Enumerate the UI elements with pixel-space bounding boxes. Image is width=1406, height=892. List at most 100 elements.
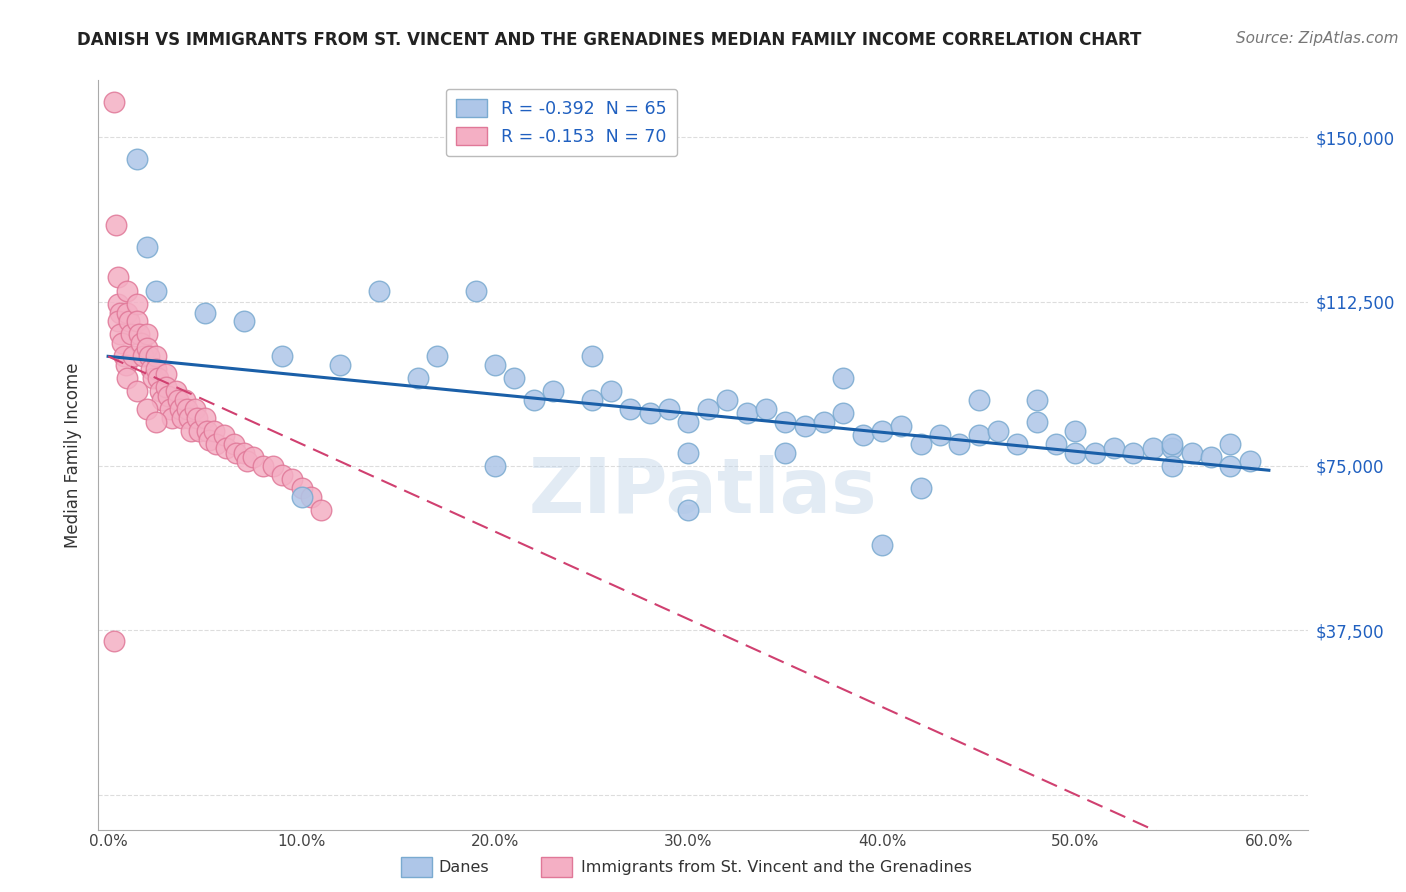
Point bbox=[108, 305, 131, 319]
Point bbox=[696, 401, 718, 416]
Point bbox=[832, 371, 855, 385]
Point bbox=[290, 490, 312, 504]
Point bbox=[716, 393, 738, 408]
Point bbox=[215, 442, 238, 456]
Point bbox=[127, 152, 149, 166]
Point bbox=[104, 218, 127, 232]
Point bbox=[155, 367, 177, 381]
Point bbox=[204, 424, 226, 438]
Point bbox=[128, 327, 150, 342]
Point bbox=[232, 314, 254, 328]
Point bbox=[1219, 437, 1241, 451]
Point bbox=[1025, 415, 1047, 429]
Point bbox=[155, 380, 177, 394]
Point bbox=[222, 437, 245, 451]
Point bbox=[1084, 446, 1107, 460]
Point bbox=[870, 424, 893, 438]
Point bbox=[948, 437, 970, 451]
Point bbox=[160, 410, 183, 425]
Text: Danes: Danes bbox=[439, 861, 489, 875]
Point bbox=[484, 458, 506, 473]
Point bbox=[145, 415, 167, 429]
Point bbox=[773, 446, 796, 460]
Point bbox=[135, 327, 157, 342]
Point bbox=[890, 419, 912, 434]
Point bbox=[212, 428, 235, 442]
Point bbox=[103, 634, 125, 648]
Text: DANISH VS IMMIGRANTS FROM ST. VINCENT AND THE GRENADINES MEDIAN FAMILY INCOME CO: DANISH VS IMMIGRANTS FROM ST. VINCENT AN… bbox=[77, 31, 1142, 49]
Point bbox=[127, 384, 149, 399]
Point bbox=[1161, 437, 1184, 451]
Point bbox=[464, 284, 486, 298]
Point bbox=[176, 401, 198, 416]
Point bbox=[813, 415, 835, 429]
Point bbox=[271, 349, 294, 363]
Point bbox=[188, 424, 211, 438]
Point bbox=[1064, 424, 1087, 438]
Point bbox=[107, 270, 129, 285]
Point bbox=[329, 358, 352, 372]
Point bbox=[406, 371, 429, 385]
Text: ZIPatlas: ZIPatlas bbox=[529, 456, 877, 529]
Point bbox=[242, 450, 264, 464]
Point bbox=[135, 341, 157, 355]
Point bbox=[135, 401, 157, 416]
Point bbox=[174, 393, 197, 408]
Point bbox=[157, 389, 180, 403]
Point bbox=[1025, 393, 1047, 408]
Point bbox=[197, 433, 219, 447]
Text: Source: ZipAtlas.com: Source: ZipAtlas.com bbox=[1236, 31, 1399, 46]
Point bbox=[910, 437, 932, 451]
Point bbox=[145, 362, 167, 376]
Point bbox=[541, 384, 564, 399]
Point bbox=[184, 401, 207, 416]
Point bbox=[1064, 446, 1087, 460]
Point bbox=[122, 349, 145, 363]
Point bbox=[1180, 446, 1202, 460]
Point bbox=[1122, 446, 1144, 460]
Point bbox=[581, 393, 603, 408]
Point bbox=[117, 284, 139, 298]
Point bbox=[148, 371, 170, 385]
Point bbox=[111, 336, 134, 351]
Point bbox=[252, 458, 274, 473]
Point bbox=[1161, 458, 1184, 473]
Point bbox=[194, 410, 217, 425]
Point bbox=[309, 502, 332, 516]
Point bbox=[135, 240, 157, 254]
Point bbox=[484, 358, 506, 372]
Point bbox=[755, 401, 778, 416]
Point bbox=[139, 362, 162, 376]
Point bbox=[967, 393, 990, 408]
Point bbox=[503, 371, 526, 385]
Point bbox=[967, 428, 990, 442]
Point bbox=[149, 384, 172, 399]
Point bbox=[523, 393, 546, 408]
Point bbox=[281, 472, 304, 486]
Point bbox=[117, 371, 139, 385]
Point bbox=[600, 384, 623, 399]
Point bbox=[145, 284, 167, 298]
Point bbox=[127, 314, 149, 328]
Point bbox=[129, 336, 152, 351]
Point bbox=[159, 401, 181, 416]
Point bbox=[186, 410, 208, 425]
Point bbox=[910, 481, 932, 495]
Point bbox=[194, 305, 217, 319]
Point bbox=[678, 446, 700, 460]
Point bbox=[103, 95, 125, 110]
Point bbox=[368, 284, 391, 298]
Point bbox=[426, 349, 449, 363]
Point bbox=[1007, 437, 1029, 451]
Point bbox=[179, 410, 201, 425]
Point bbox=[929, 428, 952, 442]
Point bbox=[138, 349, 160, 363]
Point bbox=[1102, 442, 1125, 456]
Point bbox=[118, 314, 141, 328]
Point bbox=[658, 401, 681, 416]
Point bbox=[170, 410, 193, 425]
Point bbox=[678, 502, 700, 516]
Y-axis label: Median Family Income: Median Family Income bbox=[65, 362, 83, 548]
Point bbox=[127, 297, 149, 311]
Point bbox=[107, 314, 129, 328]
